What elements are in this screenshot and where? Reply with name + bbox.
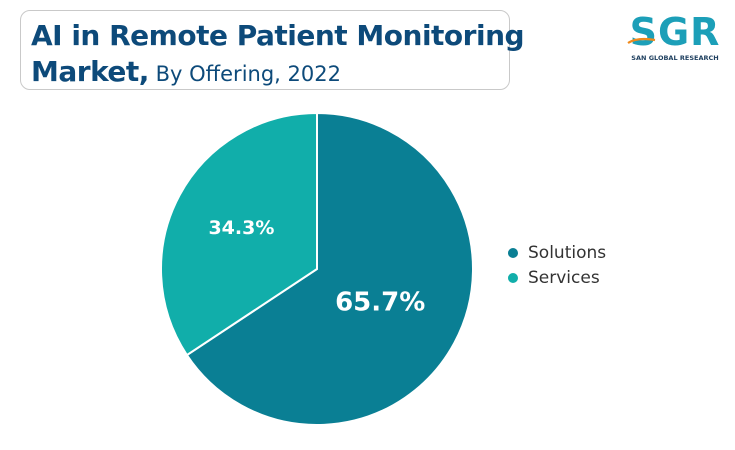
legend-label-services: Services [528,267,600,288]
legend-label-solutions: Solutions [528,242,607,263]
logo-text: SGR [629,10,721,54]
chart-subtitle-offering: By Offering, 2022 [148,62,341,86]
legend-item-services: Services [508,265,606,290]
logo-swoosh-icon [627,37,656,44]
logo-subtitle: SAN GLOBAL RESEARCH [631,54,719,62]
data-label-solutions: 65.7% [335,287,425,317]
sgr-logo: SGR SAN GLOBAL RESEARCH [625,10,725,65]
chart-legend: Solutions Services [508,240,606,290]
pie-slice-solutions [185,111,474,426]
pie-slice-services [160,111,318,357]
legend-item-solutions: Solutions [508,240,606,265]
chart-title: AI in Remote Patient Monitoring [31,19,525,52]
legend-swatch-services [508,272,518,283]
chart-title-market: Market, [31,55,149,88]
chart-subtitle: Market, By Offering, 2022 [31,55,341,88]
data-label-services: 34.3% [208,217,274,239]
chart-title-box: AI in Remote Patient Monitoring Market, … [20,10,525,90]
legend-swatch-solutions [508,247,518,258]
